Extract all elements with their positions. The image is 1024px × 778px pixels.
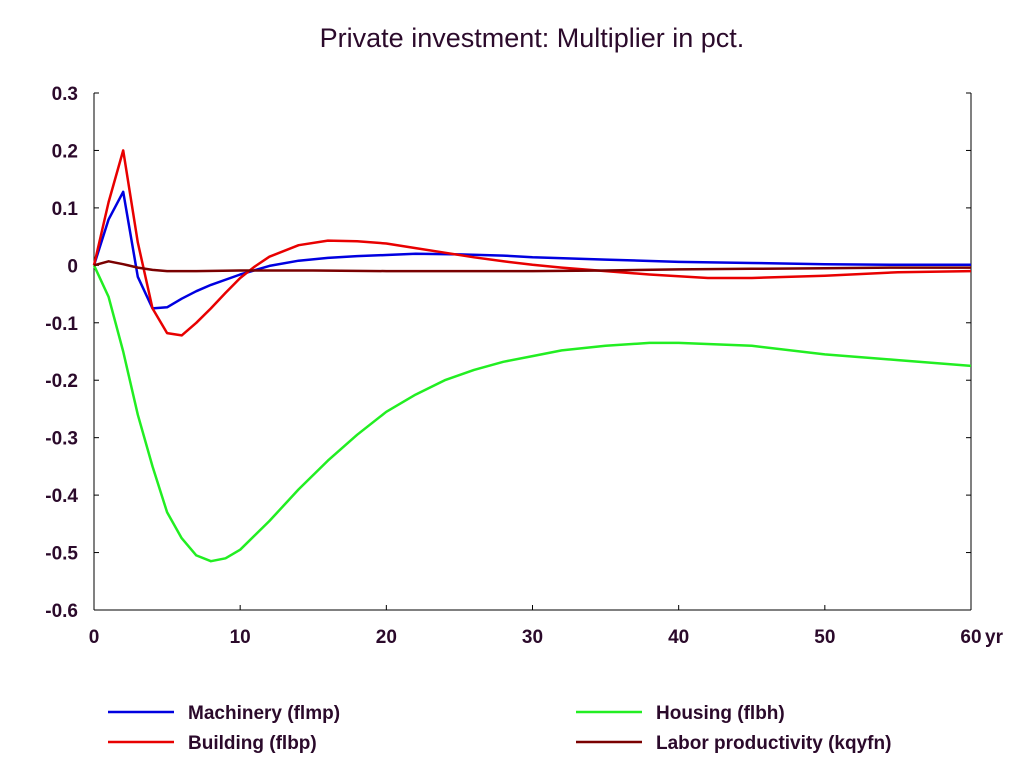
y-tick-label: -0.4 [45, 486, 78, 507]
y-tick-label: -0.5 [45, 544, 78, 565]
x-tick-label: 0 [89, 627, 100, 648]
y-axis: 0.3 0.2 0.1 0 -0.1 -0.2 -0.3 -0.4 -0.5 -0.6 [45, 84, 971, 622]
plot-frame [93, 93, 972, 611]
y-tick-label: -0.1 [45, 314, 78, 335]
y-tick-label: 0.1 [52, 199, 79, 220]
legend-label: Labor productivity (kqyfn) [656, 733, 891, 754]
y-tick-label: -0.2 [45, 371, 78, 392]
legend-label: Housing (flbh) [656, 703, 785, 724]
x-axis: 0 10 20 30 40 50 60 yr [89, 605, 1004, 648]
series-line-1 [92, 149, 972, 337]
x-tick-label: 20 [376, 627, 397, 648]
y-tick-label: -0.6 [45, 601, 78, 622]
legend-label: Machinery (flmp) [188, 703, 340, 724]
y-tick-label: 0 [67, 256, 78, 277]
chart-title: Private investment: Multiplier in pct. [320, 23, 745, 53]
legend-label: Building (flbp) [188, 733, 317, 754]
series-layer [92, 149, 972, 563]
y-tick-label: 0.3 [52, 84, 78, 105]
legend: Machinery (flmp) Building (flbp) Housing (… [108, 703, 891, 754]
y-tick-label: 0.2 [52, 141, 78, 162]
x-tick-label: 60 [960, 627, 981, 648]
x-tick-label: 40 [668, 627, 689, 648]
x-tick-label: 30 [522, 627, 543, 648]
series-line-2 [92, 264, 972, 563]
x-tick-label: 10 [230, 627, 251, 648]
series-line-0 [92, 190, 971, 310]
y-tick-label: -0.3 [45, 429, 78, 450]
x-unit-label: yr [985, 627, 1004, 648]
series-line-3 [93, 260, 971, 273]
x-tick-label: 50 [814, 627, 835, 648]
